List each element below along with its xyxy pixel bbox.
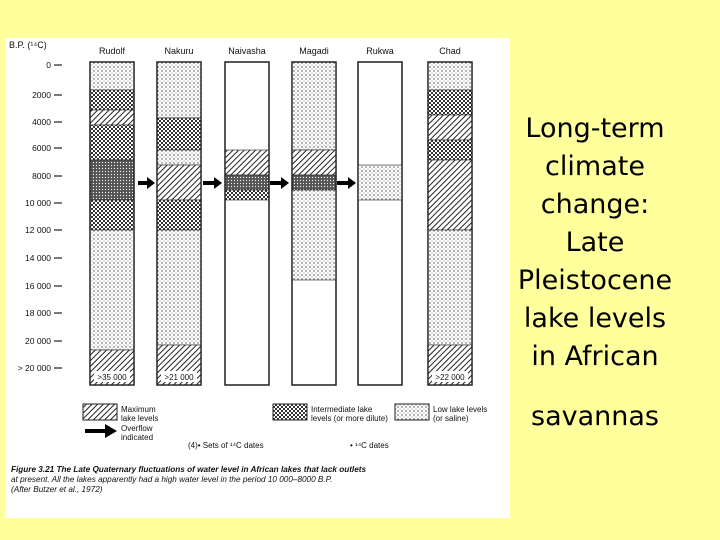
- age-label: >22 000: [435, 373, 465, 382]
- level-band: [89, 109, 135, 126]
- legend-label: • ¹⁴C dates: [350, 441, 389, 450]
- level-band: [156, 117, 202, 151]
- level-band: [224, 189, 270, 201]
- level-band: [427, 229, 473, 346]
- title-line: change:: [540, 189, 650, 220]
- legend-label: lake levels: [121, 414, 158, 423]
- caption-line: Figure 3.21 The Late Quaternary fluctuat…: [11, 465, 366, 474]
- lake-name: Magadi: [299, 46, 329, 56]
- tick-label: 12 000: [25, 225, 51, 235]
- age-box: [432, 371, 468, 382]
- level-band: [427, 89, 473, 116]
- lake-name: Rudolf: [99, 46, 126, 56]
- title-line: Long-term: [525, 113, 665, 144]
- legend-swatch: [82, 403, 118, 421]
- level-band: [156, 229, 202, 346]
- legend-label: (or saline): [433, 414, 469, 423]
- legend-label: indicated: [121, 433, 153, 442]
- level-band: [89, 159, 135, 201]
- tick-label: 6000: [32, 143, 51, 153]
- overflow-arrowhead: [281, 177, 289, 189]
- level-band: [224, 149, 270, 176]
- level-band: [291, 174, 337, 191]
- level-band: [427, 139, 473, 161]
- level-band: [291, 189, 337, 281]
- title-line: lake levels: [523, 303, 667, 334]
- column: [357, 61, 403, 386]
- column-border: [291, 61, 337, 386]
- level-band: [291, 61, 337, 151]
- title-line: in African: [531, 341, 659, 372]
- level-band: [89, 229, 135, 351]
- level-band: [427, 159, 473, 231]
- level-band: [224, 174, 270, 191]
- lake-name: Chad: [439, 46, 461, 56]
- caption-line: (After Butzer et al., 1972): [11, 485, 103, 494]
- legend-label: Maximum: [121, 405, 156, 414]
- level-band: [427, 114, 473, 141]
- figure: B.P. (¹⁴C) 0 2000 4000 6000 8000 10 000 12 000…: [5, 38, 510, 518]
- tick-label: > 20 000: [18, 363, 52, 373]
- tick-label: 18 000: [25, 308, 51, 318]
- axis-label: B.P. (¹⁴C): [9, 40, 47, 50]
- level-band: [156, 164, 202, 201]
- column-border: [427, 61, 473, 386]
- lake-name: Naivasha: [228, 46, 266, 56]
- tick-label: 10 000: [25, 198, 51, 208]
- legend-label: Intermediate lake: [311, 405, 373, 414]
- legend-swatch: [394, 403, 430, 421]
- overflow-arrowhead: [348, 177, 356, 189]
- lake-name: Nakuru: [164, 46, 193, 56]
- level-band: [156, 199, 202, 231]
- legend-label: (4)• Sets of ¹⁴C dates: [188, 441, 264, 450]
- legend-swatch: [272, 403, 308, 421]
- column-border: [224, 61, 270, 386]
- column-border: [89, 61, 135, 386]
- title-line: savannas: [531, 401, 659, 432]
- caption-line: at present. All the lakes apparently had…: [11, 475, 332, 484]
- lake-name: Rukwa: [366, 46, 394, 56]
- legend-label: Overflow: [121, 424, 153, 433]
- tick-label: 0: [46, 60, 51, 70]
- age-box: [94, 371, 130, 382]
- level-band: [357, 164, 403, 201]
- tick-label: 20 000: [25, 336, 51, 346]
- tick-label: 14 000: [25, 253, 51, 263]
- overflow-arrowhead: [214, 177, 222, 189]
- age-box: [161, 371, 197, 382]
- title-line: Late: [565, 227, 625, 258]
- level-band: [156, 149, 202, 166]
- level-band: [89, 124, 135, 161]
- level-band: [427, 61, 473, 91]
- title-line: climate: [545, 151, 645, 182]
- legend-label: Low lake levels: [433, 405, 487, 414]
- column: [224, 61, 270, 386]
- age-label: >35 000: [97, 373, 127, 382]
- column-border: [357, 61, 403, 386]
- column-border: [156, 61, 202, 386]
- level-band: [156, 61, 202, 119]
- legend-arrow: [85, 424, 117, 438]
- age-label: >21 000: [164, 373, 194, 382]
- title-line: Pleistocene: [517, 265, 673, 296]
- tick-label: 16 000: [25, 281, 51, 291]
- level-band: [89, 61, 135, 91]
- level-band: [291, 149, 337, 176]
- tick-label: 8000: [32, 171, 51, 181]
- legend-label: levels (or more dilute): [311, 414, 388, 423]
- tick-label: 4000: [32, 117, 51, 127]
- level-band: [89, 199, 135, 231]
- tick-label: 2000: [32, 90, 51, 100]
- slide-title: Long-term climate change: Late Pleistocene la…: [505, 110, 685, 436]
- overflow-arrowhead: [147, 177, 155, 189]
- level-band: [89, 89, 135, 111]
